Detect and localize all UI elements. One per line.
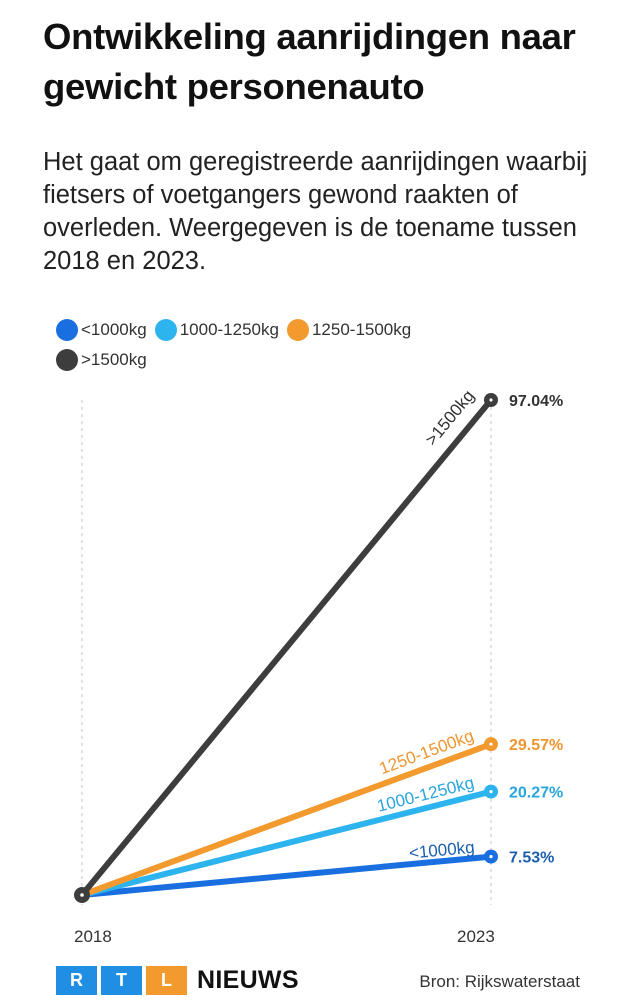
legend-item: <1000kg — [56, 318, 147, 342]
origin-point — [74, 887, 90, 903]
origin-point-center — [80, 893, 84, 897]
legend-item: 1000-1250kg — [154, 318, 279, 342]
series-label: 1250-1500kg — [377, 726, 477, 778]
series-endpoint — [484, 737, 498, 752]
end-value-label: 97.04% — [509, 393, 563, 410]
series-endpoint-center — [489, 398, 493, 402]
series-line — [79, 853, 494, 898]
legend-label: <1000kg — [81, 320, 147, 339]
series-line — [79, 741, 494, 898]
logo-letter-box: R — [56, 966, 97, 995]
series-endpoint-center — [489, 854, 493, 859]
chart-subtitle: Het gaat om geregistreerde aanrijdingen … — [43, 148, 588, 275]
series-endpoint — [484, 784, 498, 799]
series-endpoint-center — [489, 790, 493, 794]
legend-label: >1500kg — [81, 350, 147, 369]
legend-swatch — [286, 319, 309, 341]
end-value-label: 29.57% — [509, 737, 563, 754]
logo-letter-box: T — [101, 966, 142, 995]
end-value-label: 7.53% — [509, 850, 554, 867]
legend-swatch — [154, 319, 177, 341]
legend-swatch — [56, 319, 78, 341]
series-line — [79, 397, 494, 898]
legend-item: >1500kg — [56, 348, 147, 372]
x-tick-label: 2018 — [74, 927, 112, 946]
series-line — [79, 788, 494, 898]
series-label: 1000-1250kg — [375, 773, 476, 816]
legend: <1000kg 1000-1250kg 1250-1500kg >1500kg — [56, 318, 616, 378]
chart-title: Ontwikkeling aanrijdingen naar gewicht p… — [43, 16, 576, 107]
brand-word: NIEUWS — [197, 966, 299, 994]
x-tick-label: 2023 — [457, 927, 495, 946]
legend-item: 1250-1500kg — [286, 318, 412, 342]
series-endpoint-center — [489, 742, 493, 746]
series-label: >1500kg — [422, 386, 479, 449]
series-endpoint — [484, 849, 498, 864]
legend-label: 1250-1500kg — [311, 320, 412, 339]
source-credit: Bron: Rijkswaterstaat — [419, 972, 580, 991]
end-value-label: 20.27% — [509, 785, 563, 802]
legend-swatch — [56, 349, 78, 371]
rtl-nieuws-logo: R T L NIEUWS — [56, 966, 299, 995]
legend-label: 1000-1250kg — [179, 320, 279, 339]
logo-letter-box: L — [146, 966, 187, 995]
series-endpoint — [484, 393, 498, 407]
series-label: <1000kg — [408, 838, 475, 863]
